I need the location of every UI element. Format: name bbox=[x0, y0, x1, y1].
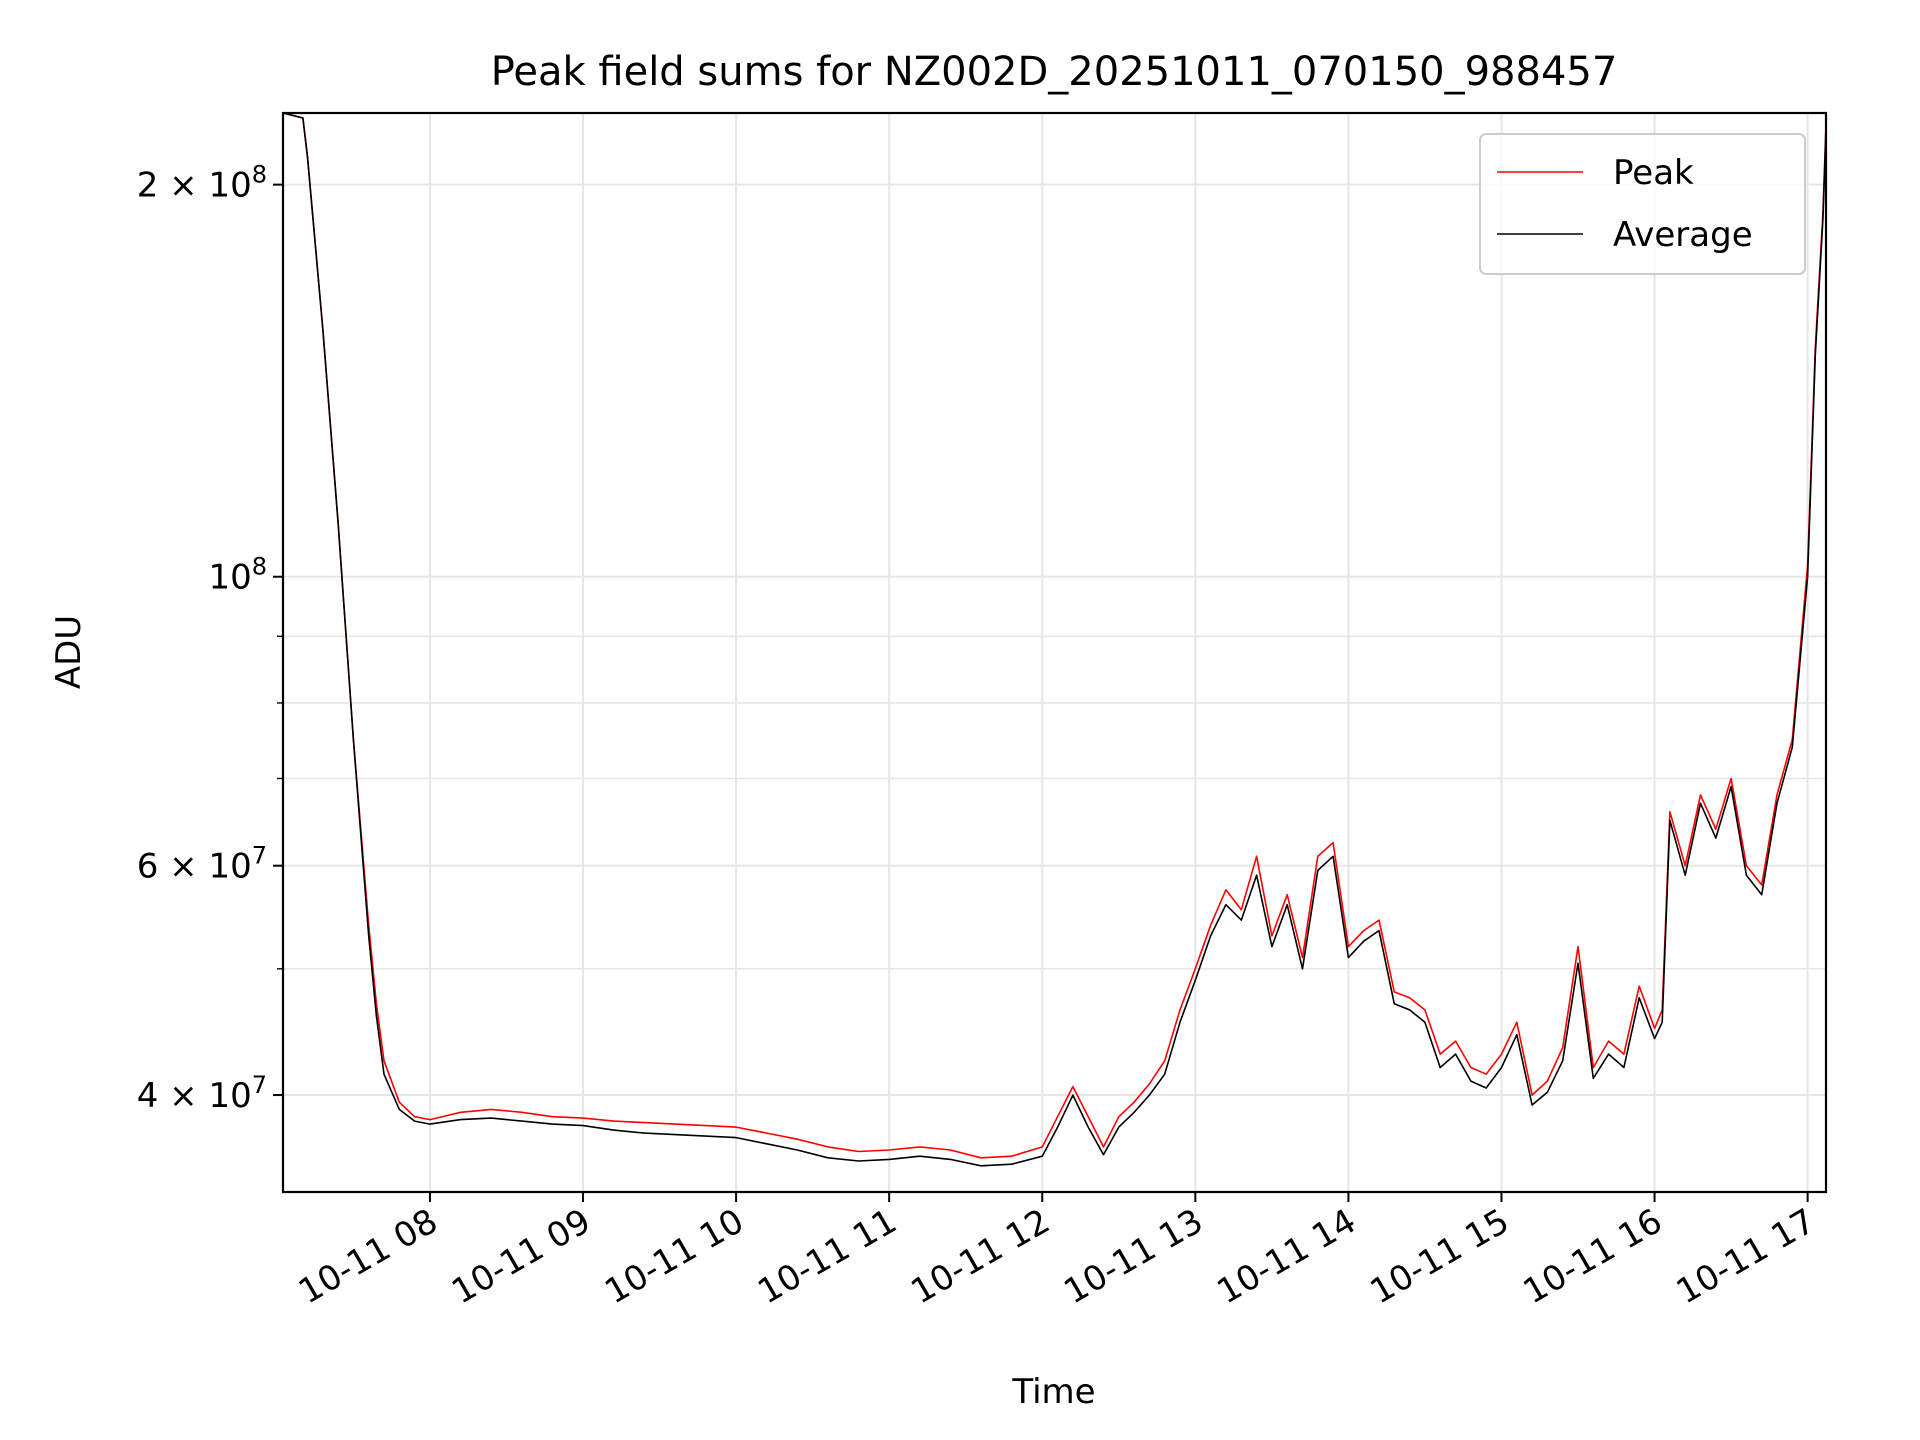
grid bbox=[283, 113, 1826, 1192]
y-axis-label: ADU bbox=[49, 615, 89, 689]
plot-frame bbox=[281, 111, 1828, 1194]
series-line-peak bbox=[282, 112, 1827, 1159]
legend-box bbox=[1479, 133, 1806, 275]
legend-average-label: Average bbox=[1613, 215, 1753, 255]
y-tick-label: 4 × 107 bbox=[137, 1071, 267, 1116]
chart-title: Peak field sums for NZ002D_20251011_0701… bbox=[491, 49, 1618, 95]
series-line-average bbox=[282, 112, 1827, 1167]
series-lines bbox=[282, 112, 1827, 1167]
y-tick-label: 2 × 108 bbox=[137, 161, 267, 206]
y-tick-label: 6 × 107 bbox=[137, 842, 267, 887]
x-axis-label: Time bbox=[1011, 1372, 1095, 1412]
axis-ticks bbox=[273, 183, 1809, 1202]
legend: Peak Average bbox=[1479, 133, 1806, 275]
legend-peak-label: Peak bbox=[1613, 153, 1694, 193]
